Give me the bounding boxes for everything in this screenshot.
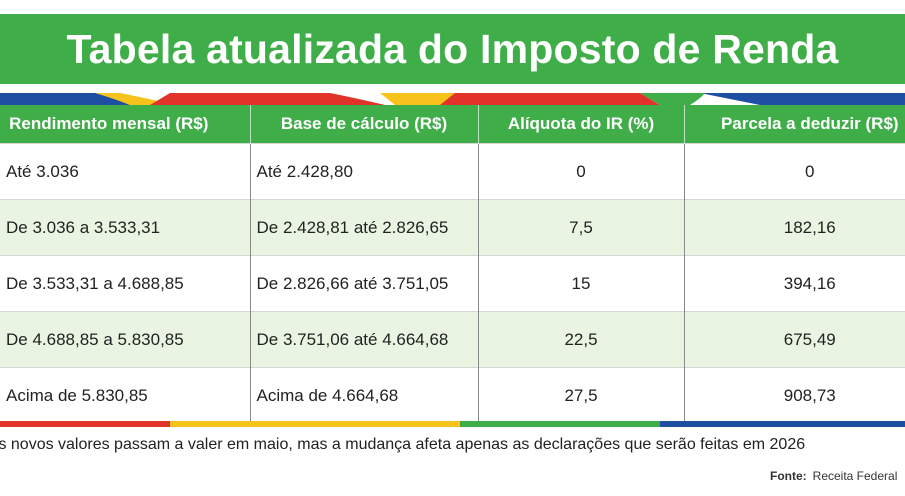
cell-base: De 2.428,81 até 2.826,65 [250, 199, 479, 256]
cell-base: Até 2.428,80 [250, 143, 479, 200]
cell-parcela: 182,16 [684, 199, 905, 256]
source-value: Receita Federal [812, 469, 898, 483]
header-parcela-deduzir: Parcela a deduzir (R$) [684, 105, 905, 144]
header-base-calculo: Base de cálculo (R$) [250, 105, 479, 144]
page-title: Tabela atualizada do Imposto de Renda [66, 25, 839, 72]
cell-aliquota: 7,5 [478, 199, 685, 256]
source-credit: Fonte: Receita Federal [770, 469, 897, 483]
title-banner: Tabela atualizada do Imposto de Renda [0, 14, 905, 84]
cell-base: Acima de 4.664,68 [250, 367, 479, 423]
cell-rendimento: De 3.533,31 a 4.688,85 [0, 255, 251, 312]
table-row: Até 3.036 Até 2.428,80 0 0 [0, 143, 905, 200]
cell-aliquota: 22,5 [478, 311, 685, 368]
table-header-row: Rendimento mensal (R$) Base de cálculo (… [0, 105, 905, 144]
cell-parcela: 675,49 [684, 311, 905, 368]
cell-rendimento: De 4.688,85 a 5.830,85 [0, 311, 251, 368]
cell-parcela: 394,16 [684, 255, 905, 312]
header-rendimento: Rendimento mensal (R$) [0, 105, 251, 144]
cell-rendimento: De 3.036 a 3.533,31 [0, 199, 251, 256]
cell-rendimento: Até 3.036 [0, 143, 251, 200]
cell-parcela: 908,73 [684, 367, 905, 423]
cell-parcela: 0 [684, 143, 905, 200]
table-row: Acima de 5.830,85 Acima de 4.664,68 27,5… [0, 367, 905, 423]
cell-aliquota: 0 [478, 143, 685, 200]
table-row: De 3.036 a 3.533,31 De 2.428,81 até 2.82… [0, 199, 905, 256]
header-aliquota: Alíquota do IR (%) [478, 105, 685, 144]
decorative-stripes-bottom [0, 421, 905, 427]
cell-base: De 3.751,06 até 4.664,68 [250, 311, 479, 368]
cell-rendimento: Acima de 5.830,85 [0, 367, 251, 423]
cell-aliquota: 15 [478, 255, 685, 312]
table-row: De 3.533,31 a 4.688,85 De 2.826,66 até 3… [0, 255, 905, 312]
decorative-stripes-top [0, 93, 905, 105]
tax-table-container: Rendimento mensal (R$) Base de cálculo (… [0, 105, 905, 423]
cell-aliquota: 27,5 [478, 367, 685, 423]
source-label: Fonte: [770, 469, 807, 483]
cell-base: De 2.826,66 até 3.751,05 [250, 255, 479, 312]
table-row: De 4.688,85 a 5.830,85 De 3.751,06 até 4… [0, 311, 905, 368]
tax-table: Rendimento mensal (R$) Base de cálculo (… [0, 105, 905, 423]
footnote: Os novos valores passam a valer em maio,… [0, 436, 806, 453]
